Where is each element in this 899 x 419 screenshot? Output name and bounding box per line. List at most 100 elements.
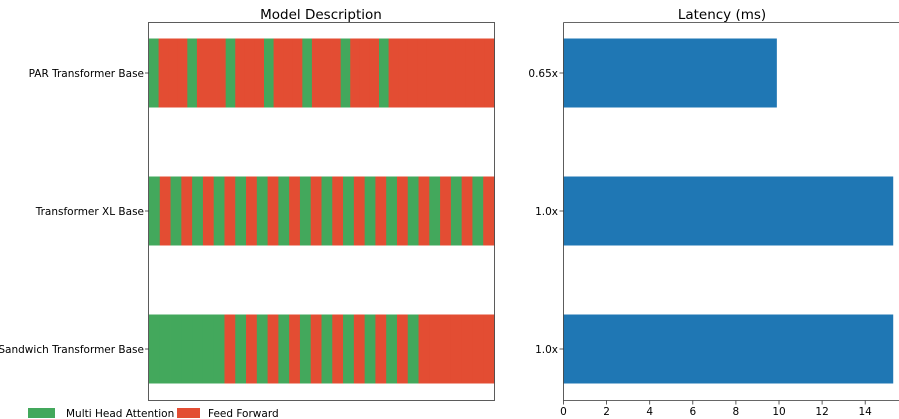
legend: Multi Head Attention Feed Forward	[28, 408, 279, 419]
layer-block	[455, 38, 466, 108]
x-tick-label: 12	[815, 406, 828, 418]
right-y-tick-labels: 0.65x 1.0x 1.0x	[528, 68, 564, 356]
layer-block	[181, 176, 193, 246]
layer-block	[446, 38, 457, 108]
layer-block	[440, 314, 452, 384]
layer-block	[246, 176, 258, 246]
right-x-ticks: 0 2 4 6 8 10 12 14	[560, 400, 872, 418]
layer-block	[244, 38, 255, 108]
layer-block	[170, 314, 182, 384]
layer-block	[299, 314, 312, 384]
layer-block	[181, 314, 193, 384]
layer-block	[461, 314, 473, 384]
layer-block	[386, 176, 398, 246]
layer-block	[289, 176, 301, 246]
x-tick-label: 8	[733, 406, 740, 418]
layer-block	[332, 314, 344, 384]
layer-block	[216, 38, 227, 108]
y-tick-label: 0.65x	[528, 68, 558, 80]
latency-bar	[563, 176, 894, 246]
layer-block	[359, 38, 370, 108]
layer-block	[331, 38, 342, 108]
layer-block	[149, 38, 159, 108]
layer-block	[292, 38, 303, 108]
layer-block	[192, 176, 204, 246]
layer-block	[484, 38, 495, 108]
layer-block	[254, 38, 265, 108]
layer-block	[436, 38, 447, 108]
x-tick-label: 6	[689, 406, 696, 418]
layer-block	[375, 314, 387, 384]
layer-block	[398, 38, 409, 108]
layer-block	[206, 38, 217, 108]
layer-block	[461, 176, 473, 246]
layer-block	[483, 314, 495, 384]
layer-block	[450, 176, 463, 246]
layer-block	[364, 314, 376, 384]
layer-block	[440, 176, 452, 246]
layer-block	[278, 314, 290, 384]
layer-block	[273, 38, 284, 108]
layer-block	[224, 314, 236, 384]
layer-block	[213, 176, 225, 246]
layer-block	[158, 38, 169, 108]
right-chart-title: Latency (ms)	[678, 7, 766, 23]
layer-block	[418, 314, 430, 384]
layer-block	[418, 176, 430, 246]
layer-block	[407, 176, 419, 246]
layer-block	[149, 176, 161, 246]
layer-block	[375, 176, 387, 246]
y-tick-label: Transformer XL Base	[35, 206, 144, 218]
layer-block	[350, 38, 361, 108]
y-tick-label: 1.0x	[535, 344, 558, 356]
layer-block	[196, 38, 207, 108]
layer-block	[170, 176, 182, 246]
layer-block	[474, 38, 485, 108]
layer-block	[396, 176, 409, 246]
layer-block	[177, 38, 188, 108]
layer-block	[310, 176, 322, 246]
layer-block	[235, 314, 247, 384]
layer-block	[310, 314, 322, 384]
y-tick-label: PAR Transformer Base	[29, 68, 144, 80]
layer-block	[379, 38, 389, 108]
layer-block	[192, 314, 204, 384]
layer-block	[299, 176, 312, 246]
layer-block	[429, 314, 441, 384]
layer-block	[465, 38, 476, 108]
layer-block	[343, 176, 355, 246]
layer-block	[472, 176, 484, 246]
layer-block	[267, 314, 279, 384]
layer-block	[235, 38, 246, 108]
x-tick-label: 2	[603, 406, 610, 418]
legend-label-feed-forward: Feed Forward	[208, 408, 279, 419]
left-y-tick-labels: PAR Transformer Base Transformer XL Base S…	[0, 68, 149, 356]
layer-block	[302, 38, 313, 108]
latency-bars	[563, 38, 894, 384]
y-tick-label: Sandwich Transformer Base	[0, 344, 144, 356]
x-tick-label: 4	[646, 406, 653, 418]
layer-block	[246, 314, 258, 384]
layer-block	[472, 314, 484, 384]
layer-block	[369, 38, 380, 108]
layer-block	[386, 314, 398, 384]
layer-block	[388, 38, 399, 108]
latency-bar	[563, 38, 777, 108]
legend-swatch-feed-forward	[177, 408, 200, 418]
layer-block	[264, 38, 274, 108]
model-description-panel: Model Description PAR Transformer Base Tr…	[0, 7, 495, 401]
layer-block	[283, 38, 294, 108]
legend-label-attention: Multi Head Attention	[66, 408, 174, 419]
layer-block	[429, 176, 441, 246]
layer-bars	[149, 38, 495, 384]
y-tick-label: 1.0x	[535, 206, 558, 218]
layer-block	[332, 176, 344, 246]
latency-bar	[563, 314, 894, 384]
layer-block	[396, 314, 409, 384]
layer-block	[417, 38, 428, 108]
x-tick-label: 10	[772, 406, 785, 418]
layer-block	[426, 38, 437, 108]
layer-block	[159, 176, 171, 246]
layer-block	[149, 314, 161, 384]
